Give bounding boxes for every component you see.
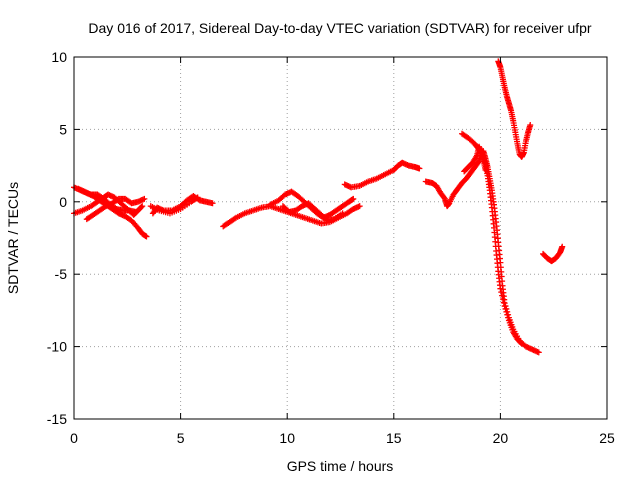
data-point xyxy=(139,203,146,210)
data-point xyxy=(141,195,148,202)
data-point xyxy=(517,339,524,346)
series-arc3c xyxy=(279,200,346,224)
data-point xyxy=(505,314,512,321)
x-tick-label: 0 xyxy=(70,430,78,446)
data-point xyxy=(497,285,504,292)
data-point xyxy=(132,208,139,215)
series-arc2b xyxy=(147,194,201,217)
x-tick-label: 15 xyxy=(386,430,402,446)
data-point xyxy=(356,203,363,210)
data-point xyxy=(416,165,423,172)
data-point xyxy=(499,292,506,299)
data-point xyxy=(501,303,508,310)
y-tick-label: -10 xyxy=(47,339,67,355)
y-tick-label: -5 xyxy=(55,266,68,282)
data-point xyxy=(559,243,566,250)
data-point xyxy=(518,340,525,347)
y-tick-label: 0 xyxy=(59,194,67,210)
data-point xyxy=(503,308,510,315)
data-point xyxy=(143,233,150,240)
data-point xyxy=(499,296,506,303)
series-arc1d xyxy=(83,195,148,223)
x-tick-label: 25 xyxy=(599,430,615,446)
y-tick-label: -15 xyxy=(47,411,67,427)
series-arc6 xyxy=(495,58,534,160)
axis-ticks: 0 5 10 15 20 25 -15 -10 -5 0 5 10 xyxy=(47,49,615,446)
x-tick-label: 20 xyxy=(493,430,509,446)
data-point xyxy=(194,194,201,201)
data-point xyxy=(193,195,200,202)
data-point xyxy=(482,166,489,173)
series-arc5c xyxy=(461,143,489,175)
data-point xyxy=(339,210,346,217)
data-point xyxy=(527,122,534,129)
data-point xyxy=(500,299,507,306)
data-point xyxy=(498,289,505,296)
y-tick-label: 5 xyxy=(59,121,67,137)
plot-area xyxy=(71,58,566,356)
data-point xyxy=(209,200,216,207)
data-point xyxy=(138,204,145,211)
x-axis-label: GPS time / hours xyxy=(287,458,394,474)
data-point xyxy=(504,311,511,318)
y-tick-label: 10 xyxy=(51,49,67,65)
chart-title: Day 016 of 2017, Sidereal Day-to-day VTE… xyxy=(88,20,592,36)
series-arc7 xyxy=(540,243,566,265)
plot-frame xyxy=(73,56,608,420)
data-point xyxy=(502,305,509,312)
series-arc4 xyxy=(341,159,423,191)
data-point xyxy=(535,349,542,356)
x-tick-label: 10 xyxy=(279,430,295,446)
data-point xyxy=(350,195,357,202)
series-arc1c xyxy=(75,185,139,215)
x-tick-label: 5 xyxy=(177,430,185,446)
y-axis-label: SDTVAR / TECUs xyxy=(5,182,21,294)
